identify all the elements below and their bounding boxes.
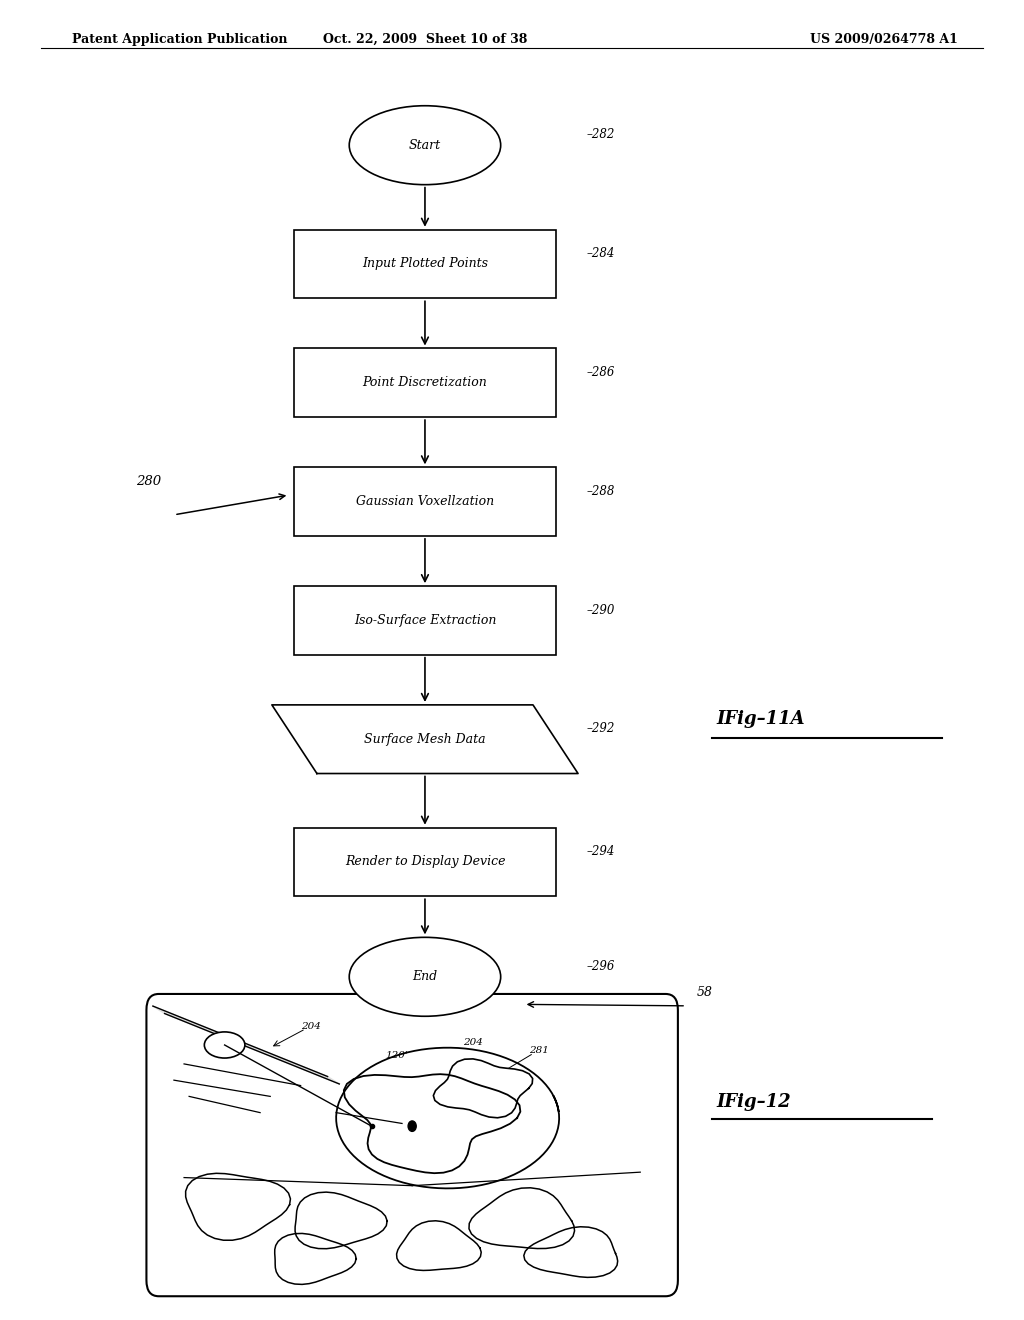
Text: 204: 204: [301, 1022, 321, 1031]
Text: –288: –288: [586, 484, 614, 498]
Polygon shape: [274, 1233, 356, 1284]
Text: End: End: [413, 970, 437, 983]
Text: Start: Start: [409, 139, 441, 152]
Text: Patent Application Publication: Patent Application Publication: [72, 33, 287, 46]
Text: Render to Display Device: Render to Display Device: [345, 855, 505, 869]
FancyBboxPatch shape: [295, 586, 555, 655]
Text: IFig–12: IFig–12: [717, 1093, 792, 1111]
Text: 58: 58: [696, 986, 713, 999]
Circle shape: [409, 1121, 416, 1131]
Polygon shape: [271, 705, 578, 774]
Polygon shape: [295, 1192, 387, 1249]
Text: 280: 280: [136, 475, 161, 488]
Text: Surface Mesh Data: Surface Mesh Data: [365, 733, 485, 746]
Ellipse shape: [349, 937, 501, 1016]
Text: US 2009/0264778 A1: US 2009/0264778 A1: [810, 33, 957, 46]
Text: Iso-Surface Extraction: Iso-Surface Extraction: [353, 614, 497, 627]
Text: –292: –292: [586, 722, 614, 735]
Polygon shape: [344, 1074, 520, 1173]
Polygon shape: [396, 1221, 481, 1270]
Text: –294: –294: [586, 845, 614, 858]
Polygon shape: [185, 1173, 291, 1241]
Polygon shape: [433, 1059, 532, 1118]
Text: –282: –282: [586, 128, 614, 141]
Text: Gaussian Voxellzation: Gaussian Voxellzation: [356, 495, 494, 508]
Text: Oct. 22, 2009  Sheet 10 of 38: Oct. 22, 2009 Sheet 10 of 38: [323, 33, 527, 46]
Text: –290: –290: [586, 603, 614, 616]
FancyBboxPatch shape: [295, 467, 555, 536]
Text: –286: –286: [586, 366, 614, 379]
Text: 281: 281: [529, 1045, 549, 1055]
Polygon shape: [469, 1188, 574, 1249]
Polygon shape: [153, 1006, 339, 1084]
FancyBboxPatch shape: [295, 348, 555, 417]
FancyBboxPatch shape: [295, 230, 555, 298]
Text: Input Plotted Points: Input Plotted Points: [361, 257, 488, 271]
Ellipse shape: [349, 106, 501, 185]
FancyBboxPatch shape: [146, 994, 678, 1296]
Text: 120': 120': [386, 1051, 409, 1060]
Text: –296: –296: [586, 960, 614, 973]
Text: –284: –284: [586, 247, 614, 260]
Ellipse shape: [205, 1032, 245, 1059]
Text: 204: 204: [463, 1038, 483, 1047]
Polygon shape: [524, 1226, 617, 1278]
Text: IFig–11A: IFig–11A: [717, 710, 806, 729]
FancyBboxPatch shape: [295, 828, 555, 896]
Text: Point Discretization: Point Discretization: [362, 376, 487, 389]
